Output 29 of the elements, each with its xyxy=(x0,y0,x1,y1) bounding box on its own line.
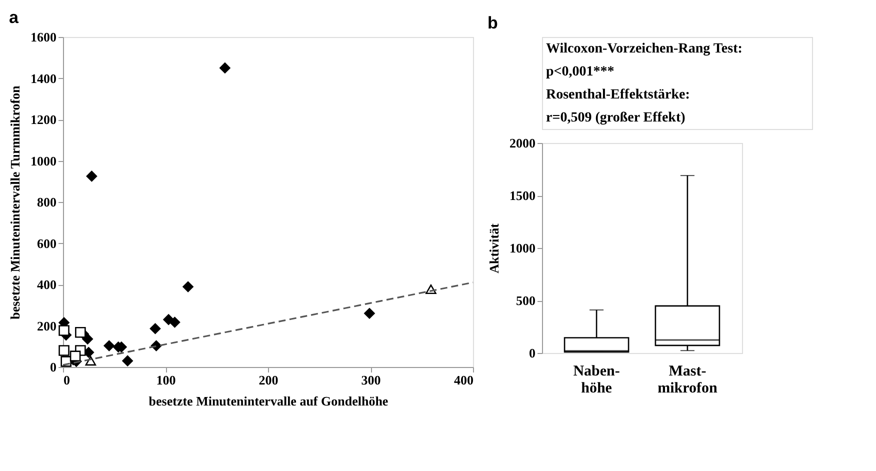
y-tick-label: 2000 xyxy=(510,136,536,150)
y-tick-label: 1600 xyxy=(30,30,56,44)
x-tick-label: 400 xyxy=(454,372,474,388)
x-tick-label: 200 xyxy=(258,372,278,388)
x-tick-label: Naben- höhe xyxy=(573,364,620,396)
y-tick-label: 1000 xyxy=(30,153,56,168)
y-tick-label: 200 xyxy=(37,318,56,334)
y-tick-label: 0 xyxy=(529,346,536,360)
text: p<0,001*** xyxy=(546,64,614,80)
chart-title: b xyxy=(488,14,498,32)
x-tick-label: Mast- mikrofon xyxy=(658,364,718,396)
x-tick-label: 0 xyxy=(64,372,70,388)
y-tick-label: 1200 xyxy=(30,112,56,127)
y-tick-label: 400 xyxy=(37,277,56,292)
text: Wilcoxon-Vorzeichen-Rang Test: xyxy=(546,42,742,56)
y-tick-label: 500 xyxy=(516,293,536,308)
x-tick-label: 100 xyxy=(156,372,176,388)
y-axis-title: Aktivität xyxy=(486,222,502,274)
y-tick-label: 600 xyxy=(37,236,56,251)
y-tick-label: 1000 xyxy=(510,240,536,256)
x-tick-label: 300 xyxy=(361,372,381,388)
chart-title: a xyxy=(9,8,19,27)
y-tick-label: 1400 xyxy=(30,70,56,86)
y-axis-title: besetzte Minutenintervalle Turmmikrofon xyxy=(8,84,22,320)
y-tick-label: 800 xyxy=(37,194,56,210)
y-tick-label: 1500 xyxy=(510,188,536,203)
x-axis-title: besetzte Minutenintervalle auf Gondelhöhe xyxy=(148,394,388,408)
text: r=0,509 (großer Effekt) xyxy=(546,110,686,126)
text: Rosenthal-Effektstärke: xyxy=(546,88,690,102)
